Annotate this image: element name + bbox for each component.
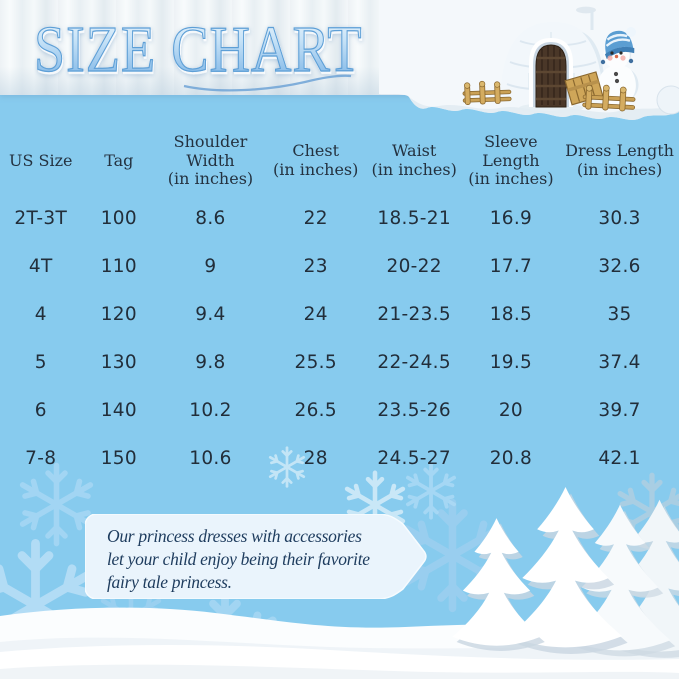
title-swash-flourish [183,74,352,92]
table-cell: 30.3 [598,207,641,229]
table-cell: 17.7 [489,255,533,277]
table-cell: 35 [607,303,632,325]
door-icon [529,38,573,108]
table-cell: 20.8 [489,447,533,469]
table-cell: 9 [204,255,217,277]
size-table: US Size Tag Shoulder Width (in inches) Ch… [0,128,679,482]
table-cell: 19.5 [489,351,533,373]
table-cell: 9.8 [195,351,226,373]
table-cell: 37.4 [598,351,641,373]
fence-icon [462,80,512,105]
igloo-snowman-illustration [379,0,679,120]
table-cell: 18.5-21 [377,207,451,229]
table-cell: 23.5-26 [377,399,451,421]
table-cell: 20 [498,399,523,421]
table-cell: 140 [100,399,137,421]
table-cell: 150 [100,447,137,469]
table-cell: 24 [303,303,328,325]
table-cell: 10.2 [189,399,232,421]
fence-icon [582,84,636,112]
table-cell: 22 [303,207,328,229]
table-cell: 100 [100,207,137,229]
table-cell: 2T-3T [14,207,68,229]
page-title: SIZE CHART [34,13,363,87]
description-text: Our princess dresses with accessories le… [107,526,370,593]
table-cell: 5 [34,351,47,373]
table-cell: 25.5 [294,351,337,373]
table-cell: 20-22 [386,255,442,277]
table-cell: 120 [100,303,137,325]
table-cell: 110 [100,255,137,277]
column-header: Sleeve Length (in inches) [468,131,554,189]
table-cell: 130 [100,351,137,373]
table-cell: 28 [303,447,328,469]
note-box-background [85,514,427,599]
table-cell: 39.7 [598,399,641,421]
column-header: Dress Length (in inches) [565,141,674,179]
table-cell: 4T [28,255,53,277]
table-cell: 16.9 [489,207,533,229]
table-cell: 26.5 [294,399,337,421]
table-cell: 23 [303,255,328,277]
column-header: US Size [8,150,73,170]
table-cell: 4 [34,303,47,325]
table-cell: 9.4 [195,303,226,325]
table-cell: 6 [34,399,47,421]
table-cell: 21-23.5 [377,303,451,325]
table-cell: 24.5-27 [377,447,451,469]
table-cell: 8.6 [195,207,226,229]
column-header: Shoulder Width (in inches) [167,131,254,189]
column-header: Waist (in inches) [371,141,457,179]
column-header: Tag [104,150,134,170]
table-cell: 10.6 [189,447,232,469]
column-header: Chest (in inches) [273,141,359,179]
table-cell: 18.5 [489,303,533,325]
table-cell: 22-24.5 [377,351,451,373]
table-cell: 7-8 [25,447,57,469]
description-box: Our princess dresses with accessories le… [85,514,430,599]
chimney-icon [575,6,597,31]
table-cell: 42.1 [598,447,641,469]
snow-ground-front [0,645,679,679]
table-cell: 32.6 [598,255,641,277]
snow-lump [656,85,679,115]
